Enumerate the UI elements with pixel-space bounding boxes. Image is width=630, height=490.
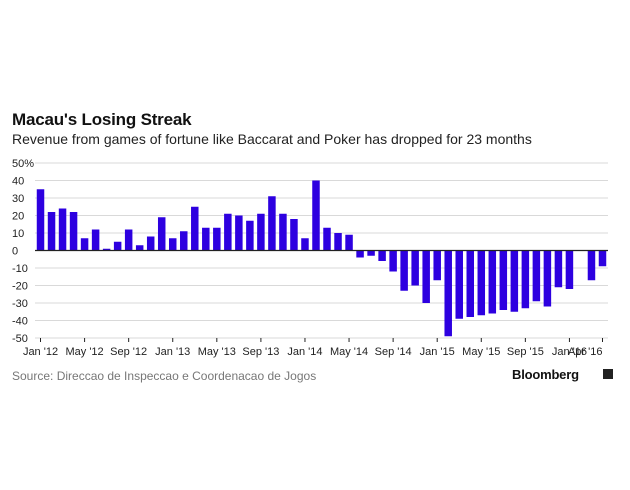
brand-icon	[603, 369, 613, 379]
x-tick-label: Jan '16	[552, 346, 587, 358]
bar	[466, 250, 475, 317]
bar	[80, 238, 89, 251]
bar	[334, 233, 342, 251]
bar	[510, 250, 519, 312]
x-tick-label: Jan '13	[155, 346, 190, 358]
bar	[91, 229, 100, 251]
bar	[400, 250, 408, 291]
bar	[598, 250, 607, 267]
x-tick-label: Sep '13	[242, 346, 279, 358]
y-tick-label: 40	[12, 176, 24, 188]
bar	[521, 250, 530, 309]
bar	[257, 213, 265, 251]
y-axis-ticks: 50% 40 30 20 10 0 -10 -20 -30 -40 -50	[12, 158, 34, 345]
x-tick-label: Sep '14	[375, 346, 412, 358]
bar	[488, 250, 497, 314]
bar	[543, 250, 552, 307]
bar	[345, 234, 353, 251]
bar	[36, 189, 45, 251]
bar	[113, 241, 122, 251]
bar	[290, 219, 298, 251]
bar	[168, 238, 177, 251]
chart-subtitle: Revenue from games of fortune like Bacca…	[12, 131, 532, 147]
y-tick-label: -50	[12, 333, 28, 345]
source-note: Source: Direccao de Inspeccao e Coordena…	[12, 369, 317, 383]
bar	[135, 245, 144, 251]
chart-title: Macau's Losing Streak	[12, 110, 192, 129]
x-axis-ticks: Jan '12 May '12 Sep '12 Jan '13 May '13 Sep '…	[23, 338, 603, 358]
x-tick-label: Jan '15	[420, 346, 455, 358]
x-tick-label: Sep '15	[507, 346, 544, 358]
bar	[554, 250, 563, 288]
x-tick-label: Sep '12	[110, 346, 147, 358]
bar	[411, 250, 419, 286]
bar	[102, 248, 111, 251]
bar	[146, 236, 155, 251]
y-tick-label: 0	[12, 246, 18, 258]
bar	[47, 212, 56, 251]
bar	[301, 238, 309, 251]
x-tick-label: May '13	[198, 346, 236, 358]
bar	[268, 196, 276, 251]
bar	[444, 250, 452, 337]
bar	[378, 250, 386, 261]
y-tick-label: 10	[12, 228, 24, 240]
bar	[180, 231, 188, 251]
bar	[433, 250, 441, 281]
x-tick-label: May '14	[330, 346, 368, 358]
bar	[389, 250, 397, 272]
y-tick-label: 30	[12, 193, 24, 205]
bar	[455, 250, 463, 319]
bar	[312, 180, 320, 251]
y-tick-label: 50%	[12, 158, 34, 170]
bar	[499, 250, 508, 310]
y-tick-label: -30	[12, 298, 28, 310]
bar	[191, 206, 199, 251]
bar	[202, 227, 210, 251]
y-tick-label: -20	[12, 281, 28, 293]
bars	[36, 180, 607, 337]
x-tick-label: Apr '16	[568, 346, 603, 358]
bar	[422, 250, 430, 303]
x-tick-label: Jan '12	[23, 346, 58, 358]
y-tick-label: 20	[12, 211, 24, 223]
x-tick-label: May '15	[462, 346, 500, 358]
x-tick-label: May '12	[65, 346, 103, 358]
y-tick-label: -40	[12, 316, 28, 328]
bar	[477, 250, 486, 316]
y-tick-label: -10	[12, 263, 28, 275]
bar	[356, 250, 364, 258]
bar	[124, 229, 133, 251]
bar	[58, 208, 67, 251]
bar	[235, 215, 243, 251]
bar	[246, 220, 254, 251]
bar	[157, 217, 166, 251]
x-tick-label: Jan '14	[287, 346, 322, 358]
bar	[367, 250, 375, 256]
bar	[532, 250, 541, 302]
bar	[279, 213, 287, 251]
bar	[213, 227, 221, 251]
bar	[565, 250, 574, 289]
bar	[69, 212, 78, 251]
brand-logo: Bloomberg	[512, 367, 579, 382]
bar	[587, 250, 596, 281]
bar	[323, 227, 331, 251]
bar	[224, 213, 232, 251]
